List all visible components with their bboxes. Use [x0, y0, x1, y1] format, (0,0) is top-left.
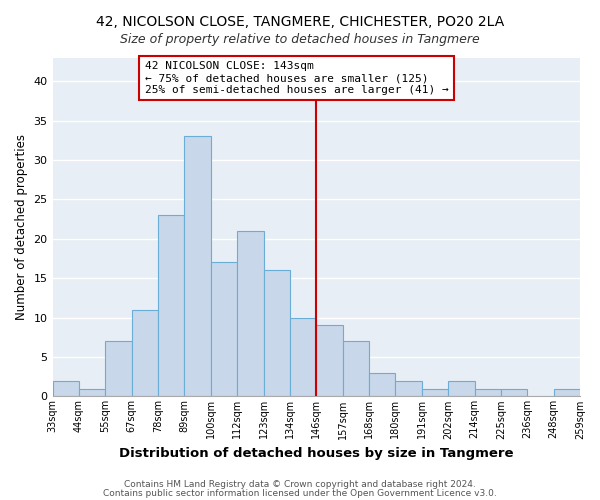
Bar [343, 341, 369, 396]
Bar [501, 388, 527, 396]
Bar [211, 262, 237, 396]
Text: Contains HM Land Registry data © Crown copyright and database right 2024.: Contains HM Land Registry data © Crown c… [124, 480, 476, 489]
Text: 42 NICOLSON CLOSE: 143sqm
← 75% of detached houses are smaller (125)
25% of semi: 42 NICOLSON CLOSE: 143sqm ← 75% of detac… [145, 62, 449, 94]
Bar [53, 380, 79, 396]
Bar [158, 215, 184, 396]
Text: Size of property relative to detached houses in Tangmere: Size of property relative to detached ho… [120, 32, 480, 46]
Bar [290, 318, 316, 396]
Bar [131, 310, 158, 396]
Bar [448, 380, 475, 396]
Text: 42, NICOLSON CLOSE, TANGMERE, CHICHESTER, PO20 2LA: 42, NICOLSON CLOSE, TANGMERE, CHICHESTER… [96, 15, 504, 29]
Bar [316, 326, 343, 396]
Bar [395, 380, 422, 396]
Bar [475, 388, 501, 396]
Bar [422, 388, 448, 396]
Bar [105, 341, 131, 396]
Bar [554, 388, 580, 396]
Y-axis label: Number of detached properties: Number of detached properties [15, 134, 28, 320]
Bar [263, 270, 290, 396]
Bar [369, 372, 395, 396]
Bar [79, 388, 105, 396]
X-axis label: Distribution of detached houses by size in Tangmere: Distribution of detached houses by size … [119, 447, 514, 460]
Bar [237, 231, 263, 396]
Text: Contains public sector information licensed under the Open Government Licence v3: Contains public sector information licen… [103, 488, 497, 498]
Bar [184, 136, 211, 396]
